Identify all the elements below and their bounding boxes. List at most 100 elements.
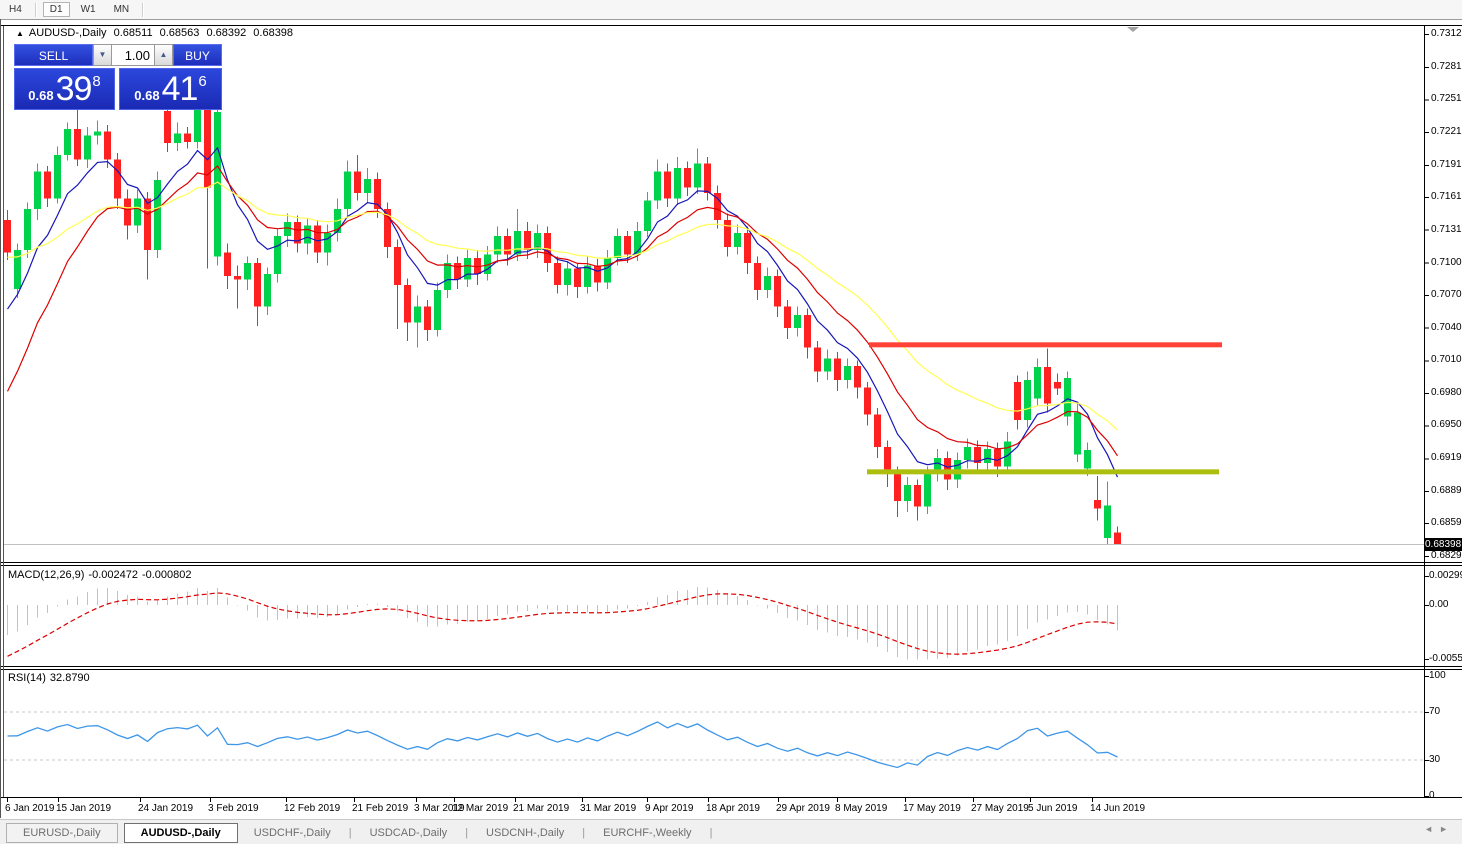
macd-axis-tick: 0.00 — [1429, 599, 1449, 610]
chart-title: ▲ AUDUSD-,Daily 0.68511 0.68563 0.68392 0… — [16, 27, 297, 39]
rsi-line — [7, 721, 1118, 769]
chart-tab-usdcad[interactable]: USDCAD-,Daily — [369, 826, 448, 839]
macd-signal-line — [7, 592, 1118, 657]
date-axis-tick: 5 Jun 2019 — [1028, 803, 1078, 814]
timeframe-button-w1[interactable]: W1 — [80, 4, 96, 15]
date-axis-tick: 29 Apr 2019 — [776, 803, 830, 814]
chart-tab-usdcnh[interactable]: USDCNH-,Daily — [486, 826, 565, 839]
price-axis-tick: 0.68595 — [1431, 517, 1462, 529]
one-click-trading-panel: SELL ▼ ▲ BUY 0.68 39 8 0.68 41 6 — [14, 44, 222, 110]
date-axis-tick: 17 May 2019 — [903, 803, 961, 814]
price-axis-tick: 0.68895 — [1431, 484, 1462, 496]
chart-tab-eurusd[interactable]: EURUSD-,Daily — [6, 822, 118, 843]
tab-separator: | — [465, 826, 469, 839]
volume-input[interactable] — [112, 45, 154, 65]
date-axis-tick: 3 Feb 2019 — [208, 803, 259, 814]
tab-separator: | — [348, 826, 352, 839]
date-axis-tick: 6 Jan 2019 — [5, 803, 55, 814]
sell-button[interactable]: SELL — [14, 44, 93, 66]
date-axis-tick: 24 Jan 2019 — [138, 803, 194, 814]
date-axis-tick: 18 Apr 2019 — [706, 803, 760, 814]
buy-price-tile[interactable]: 0.68 41 6 — [119, 68, 222, 110]
date-axis-tick: 31 Mar 2019 — [580, 803, 637, 814]
candles — [4, 101, 1121, 546]
sell-price-tile[interactable]: 0.68 39 8 — [14, 68, 115, 110]
symbol-tab-bar: EURUSD-,Daily AUDUSD-,Daily USDCHF-,Daily |… — [0, 819, 1462, 844]
date-axis-tick: 21 Feb 2019 — [352, 803, 409, 814]
chart-shift-marker-icon[interactable] — [1127, 27, 1139, 32]
price-axis-tick: 0.71005 — [1431, 256, 1462, 268]
rsi-name: RSI(14) — [8, 672, 46, 684]
date-axis-tick: 15 Jan 2019 — [56, 803, 112, 814]
volume-decrement-button[interactable]: ▼ — [93, 44, 112, 66]
current-price-tag: 0.68398 — [1424, 538, 1462, 551]
price-axis-tick: 0.72815 — [1431, 60, 1462, 72]
rsi-panel — [4, 711, 1424, 769]
rsi-label: RSI(14) 32.8790 — [8, 672, 94, 684]
date-axis-tick: 8 May 2019 — [835, 803, 888, 814]
buy-price-prefix: 0.68 — [134, 88, 160, 103]
price-axis-tick: 0.70405 — [1431, 321, 1462, 333]
chart-tab-eurchf[interactable]: EURCHF-,Weekly — [603, 826, 692, 839]
moving-averages — [6, 146, 1119, 478]
date-axis-tick: 9 Apr 2019 — [645, 803, 694, 814]
macd-label: MACD(12,26,9) -0.002472 -0.000802 — [8, 569, 196, 581]
buy-button[interactable]: BUY — [173, 44, 222, 66]
macd-name: MACD(12,26,9) — [8, 569, 85, 581]
macd-axis-tick: 0.002997 — [1429, 569, 1462, 581]
toolbar-separator — [34, 2, 37, 17]
tab-separator: | — [582, 826, 586, 839]
date-axis-tick: 3 Mar 2019 — [414, 803, 465, 814]
slow-ema-line — [7, 181, 1118, 431]
toolbar-separator — [142, 2, 145, 17]
rsi-axis-tick: 70 — [1429, 706, 1441, 717]
chart-symbol-label: AUDUSD-,Daily — [28, 27, 107, 39]
buy-price-big: 41 — [161, 70, 199, 108]
tab-scroll-arrows[interactable]: ◄► — [1424, 824, 1454, 834]
sell-price-pip: 8 — [92, 73, 101, 90]
chart-frame — [0, 19, 1462, 818]
chart-objects — [4, 342, 1424, 545]
one-click-panel-toggle-icon[interactable]: ▲ — [16, 29, 24, 38]
buy-price-pip: 6 — [198, 73, 207, 90]
price-axis-tick: 0.70705 — [1431, 289, 1462, 301]
date-axis-tick: 27 May 2019 — [971, 803, 1029, 814]
sell-price-big: 39 — [55, 70, 93, 108]
rsi-value: 32.8790 — [49, 672, 90, 684]
medium-ema-line — [6, 165, 1118, 457]
volume-increment-button[interactable]: ▲ — [154, 44, 173, 66]
resistance-line — [869, 342, 1222, 348]
tab-scroll-left-icon[interactable]: ◄ — [1424, 824, 1440, 834]
rsi-axis-tick: 0 — [1429, 790, 1435, 801]
ohlc-open: 0.68511 — [113, 27, 153, 39]
tab-scroll-right-icon[interactable]: ► — [1439, 824, 1454, 834]
chart-tab-usdchf[interactable]: USDCHF-,Daily — [253, 826, 331, 839]
date-axis-tick: 21 Mar 2019 — [513, 803, 570, 814]
ohlc-close: 0.68398 — [253, 27, 294, 39]
fast-ema-line — [7, 146, 1119, 478]
price-axis-tick: 0.69195 — [1431, 452, 1462, 464]
timeframe-button-h4[interactable]: H4 — [9, 4, 22, 15]
support-line — [867, 469, 1219, 475]
macd-main-value: -0.002472 — [88, 569, 138, 581]
ohlc-low: 0.68392 — [206, 27, 247, 39]
macd-signal-value: -0.000802 — [141, 569, 192, 581]
macd-axis-tick: -0.005514 — [1429, 652, 1462, 664]
macd-panel — [6, 587, 1119, 660]
tab-separator: | — [709, 826, 713, 839]
timeframe-button-mn[interactable]: MN — [113, 4, 130, 15]
sell-price-prefix: 0.68 — [28, 88, 54, 103]
rsi-axis-tick: 30 — [1429, 754, 1441, 765]
price-axis-tick: 0.72515 — [1431, 93, 1462, 105]
chart-tab-audusd[interactable]: AUDUSD-,Daily — [123, 822, 238, 843]
timeframe-button-d1[interactable]: D1 — [42, 2, 70, 17]
